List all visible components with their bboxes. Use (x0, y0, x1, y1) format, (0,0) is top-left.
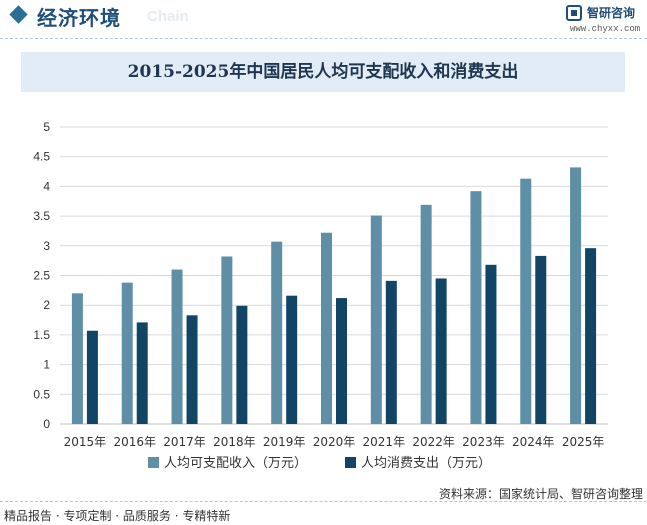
y-tick-label: 4 (43, 179, 50, 193)
x-tick-label: 2017年 (163, 435, 206, 449)
y-tick-label: 1 (43, 358, 50, 372)
income-bar (71, 293, 83, 424)
chart-title: 2015-2025年中国居民人均可支配收入和消费支出 (127, 62, 519, 82)
income-bar (271, 241, 283, 424)
legend-swatch-income (148, 457, 159, 468)
legend-label-income: 人均可支配收入（万元） (164, 456, 307, 471)
header-divider (0, 38, 647, 39)
source-note: 资料来源：国家统计局、智研咨询整理 (438, 487, 643, 501)
consumption-bar (286, 295, 298, 424)
x-tick-label: 2021年 (363, 435, 406, 449)
logo-icon (566, 5, 582, 21)
consumption-bar (136, 322, 148, 424)
x-tick-label: 2022年 (412, 435, 455, 449)
income-bar (370, 215, 382, 424)
consumption-bar (435, 278, 447, 424)
income-bar (321, 232, 332, 424)
y-tick-label: 0 (43, 417, 50, 431)
income-bar (121, 282, 133, 424)
consumption-bar (86, 330, 98, 424)
x-tick-label: 2020年 (313, 435, 356, 449)
consumption-bar (485, 264, 497, 424)
consumption-bar (385, 280, 397, 424)
x-tick-label: 2023年 (462, 435, 505, 449)
logo: 智研咨询 www.chyxx.com (566, 4, 643, 36)
y-tick-label: 2 (43, 298, 50, 312)
logo-name: 智研咨询 (587, 6, 636, 20)
x-tick-label: 2015年 (64, 435, 107, 449)
consumption-bar (585, 248, 597, 424)
income-bar (520, 178, 532, 424)
chart-title-band: 2015-2025年中国居民人均可支配收入和消费支出 (21, 52, 625, 92)
y-tick-label: 1.5 (33, 328, 50, 342)
consumption-bar (236, 305, 248, 424)
x-tick-label: 2016年 (113, 435, 156, 449)
x-tick-label: 2024年 (512, 435, 555, 449)
consumption-bar (535, 255, 547, 424)
x-tick-label: 2019年 (263, 435, 306, 449)
income-bar (570, 167, 582, 424)
logo-url: www.chyxx.com (570, 24, 641, 34)
income-bar (221, 256, 233, 424)
y-tick-label: 2.5 (33, 269, 50, 283)
legend-swatch-consumption (345, 457, 356, 468)
income-bar (420, 204, 432, 424)
y-tick-label: 3.5 (33, 209, 50, 223)
income-bar (470, 191, 482, 424)
y-tick-label: 3 (43, 239, 50, 253)
y-tick-label: 0.5 (33, 387, 50, 401)
footer-divider (0, 501, 647, 502)
footer-tagline: 精品报告 · 专项定制 · 品质服务 · 专精特新 (4, 509, 231, 523)
y-tick-label: 5 (43, 120, 50, 134)
x-tick-label: 2018年 (213, 435, 256, 449)
x-tick-label: 2025年 (562, 435, 605, 449)
income-bar (171, 269, 183, 424)
section-title: 经济环境 (37, 6, 121, 30)
y-tick-label: 4.5 (33, 150, 50, 164)
legend-label-consumption: 人均消费支出（万元） (361, 456, 491, 471)
section-subtitle: Chain (147, 8, 189, 25)
header: 经济环境 Chain 智研咨询 www.chyxx.com (0, 0, 647, 36)
consumption-bar (186, 315, 198, 424)
consumption-bar (336, 298, 347, 424)
